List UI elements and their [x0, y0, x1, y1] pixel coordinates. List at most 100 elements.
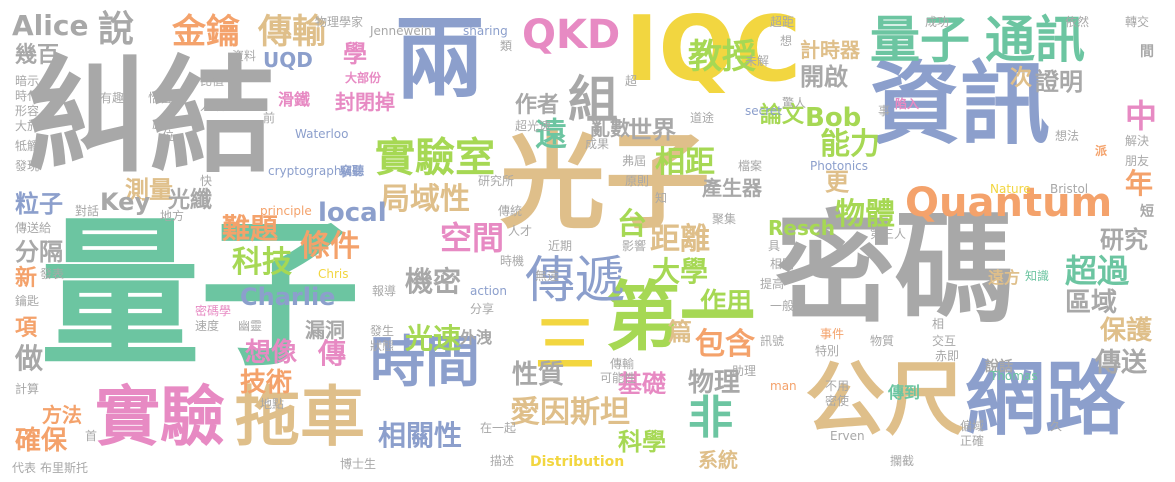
word-chiji: 赤即 [935, 349, 960, 363]
word-nian: 年 [1125, 167, 1154, 200]
word-jiu: 久 [1050, 419, 1063, 433]
word-kexue: 科學 [618, 428, 666, 456]
word-resch: Resch [768, 216, 835, 240]
word-jisuan: 計算 [15, 382, 40, 396]
word-distribution: Distribution [530, 454, 625, 470]
word-key: Key [100, 188, 151, 216]
word-zaiyiqi: 在一起 [480, 421, 517, 435]
word-jishiqi: 計時器 [800, 38, 860, 62]
word-cryptography: cryptography [268, 164, 349, 178]
word-daxue: 大學 [652, 255, 709, 288]
word-shiyanshi: 實驗室 [375, 135, 495, 181]
word-pai: 派 [1095, 144, 1108, 158]
word-fei: 非 [688, 391, 734, 444]
word-san: 三 [535, 310, 595, 380]
word-baohu: 保護 [1100, 316, 1153, 346]
word-luanshu: 亂數 [590, 116, 630, 140]
word-celiang: 測量 [125, 176, 173, 204]
word-xiangguanxing: 相關性 [378, 419, 463, 452]
word-jiejue: 解決 [1125, 134, 1150, 148]
word-ziliao: 資料 [232, 49, 257, 63]
word-yuan: 遠 [535, 115, 568, 153]
word-shi: 事 [878, 104, 891, 118]
word-liangzi-main: 量子 [40, 201, 361, 388]
word-faxian: 發現 [15, 159, 40, 173]
word-liang: 兩 [395, 7, 485, 112]
word-qiadang: 恰當 [148, 91, 173, 105]
word-lanjie: 攔截 [890, 454, 915, 468]
word-renlei: 人類 [200, 99, 225, 113]
word-qieting: 竊聽 [340, 164, 365, 178]
word-yaoshi: 鑰匙 [15, 294, 40, 308]
word-didian: 地點 [260, 397, 285, 411]
word-kaiqi: 開啟 [800, 63, 848, 91]
word-weijie: 未解 [745, 54, 770, 68]
word-jinyue: 金鑰 [172, 12, 240, 52]
word-uqd: UQD [263, 48, 313, 72]
word-shuo: 說 [98, 9, 135, 50]
word-quantum: Quantum [905, 180, 1113, 226]
word-zhishi: 知識 [1025, 269, 1050, 283]
word-tongxun: 通訊 [985, 11, 1085, 69]
word-rencai: 人才 [508, 224, 533, 238]
word-xianru: 陷入 [895, 97, 920, 111]
word-anshi: 暗示 [15, 74, 40, 88]
word-shijie: 世界 [628, 116, 676, 144]
word-dangan: 檔案 [738, 159, 763, 173]
word-shidai: 時代 [15, 89, 40, 103]
word-miaoshu: 描述 [490, 454, 515, 468]
word-mima: 密碼 [775, 200, 1015, 339]
word-zixun: 資訊 [870, 52, 1050, 157]
word-jiaohu: 交互 [932, 334, 957, 348]
word-xiangxiang: 想像 [245, 338, 298, 368]
word-geng: 更 [825, 168, 849, 196]
word-wulixuejia: 物理學家 [315, 15, 364, 29]
word-duan: 短 [1140, 204, 1154, 220]
word-wuli: 物理 [688, 368, 741, 398]
word-chuandi: 傳遞 [525, 251, 625, 309]
word-xiangju: 相距 [655, 145, 715, 180]
word-zhengming: 證明 [1035, 68, 1083, 96]
word-xin: 新 [15, 266, 38, 291]
word-pian: 篇 [668, 318, 692, 346]
word-shijian2: 事件 [820, 327, 845, 341]
word-zhuangtai: 狀態 [370, 339, 395, 353]
word-iqc: IQC [625, 0, 802, 102]
word-ci: 次 [1010, 66, 1033, 91]
word-nengli: 能力 [820, 127, 880, 162]
word-tebie: 特別 [815, 344, 840, 358]
word-xiang: 項 [15, 316, 38, 341]
word-jibai: 幾百 [15, 43, 60, 68]
word-boshisheng: 博士生 [340, 457, 377, 471]
word-fenge: 分隔 [15, 238, 63, 266]
word-pianyu: 偏域 [960, 419, 985, 433]
word-chuandao: 傳到 [888, 383, 921, 402]
word-chuanshu2: 傳輸 [610, 357, 635, 371]
word-jingren: 驚人 [782, 96, 807, 110]
word-jichu: 基礎 [618, 370, 666, 398]
word-fangfa: 方法 [42, 403, 82, 427]
word-jian: 間 [1140, 44, 1154, 60]
word-xingrong: 形容 [15, 104, 40, 118]
word-photonics: Photonics [810, 159, 869, 173]
word-xiang2: 想 [780, 34, 793, 48]
word-youling: 幽靈 [238, 319, 263, 333]
word-xiangguan2: 相關 [770, 257, 795, 271]
word-waterloo: Waterloo [295, 127, 349, 141]
word-secret: secret [745, 104, 782, 118]
word-yiran: 依然 [1065, 15, 1090, 29]
word-guangzi: 光子 [500, 121, 711, 243]
word-chengguo: 成果 [585, 137, 610, 151]
word-yuanze: 原則 [625, 174, 650, 188]
word-chenggong: 成功 [925, 15, 950, 29]
word-difang: 地方 [160, 209, 185, 223]
word-zhi: 知 [655, 191, 668, 205]
word-zuozhe: 作者 [515, 93, 560, 118]
word-kongjian: 空間 [440, 219, 505, 257]
word-erven: Erven [830, 429, 865, 443]
word-jiujie: 糾結 [25, 45, 275, 190]
word-tuoche: 拖車 [235, 380, 366, 455]
word-buyong: 不用 [825, 379, 850, 393]
word-chuantong: 傳統 [498, 204, 523, 218]
word-zuo: 做 [15, 342, 44, 375]
